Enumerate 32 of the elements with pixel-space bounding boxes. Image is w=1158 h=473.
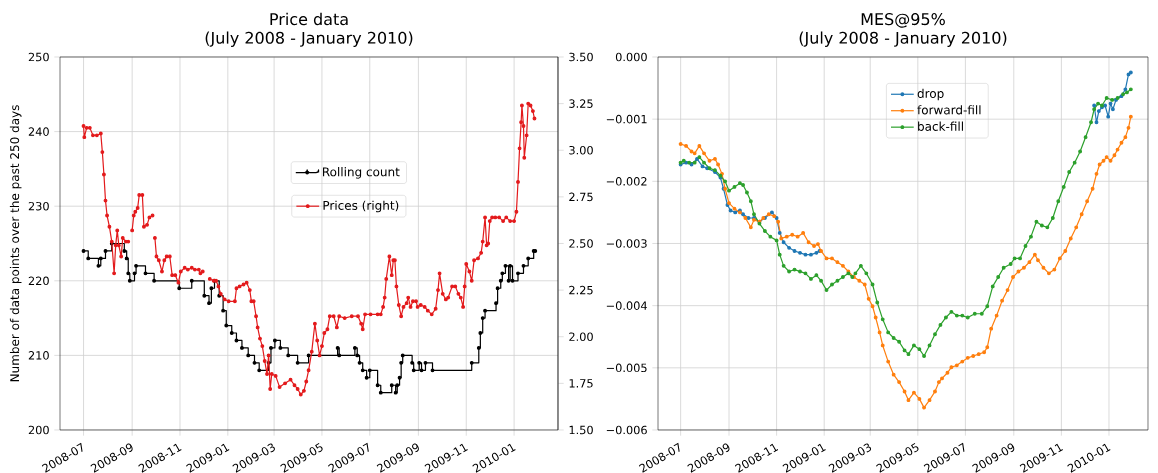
y2-tick-label: 2.25 bbox=[569, 285, 593, 295]
y2-tick-label: 2.50 bbox=[569, 239, 593, 248]
y-tick-label: 210 bbox=[28, 351, 49, 360]
legend-label: drop bbox=[917, 88, 944, 101]
legend-label: forward-fill bbox=[917, 105, 981, 115]
y-tick-label: 250 bbox=[28, 52, 49, 62]
y-tick-label: −0.005 bbox=[606, 363, 647, 373]
y-tick-label: −0.004 bbox=[606, 301, 647, 310]
y-tick-label: 230 bbox=[28, 201, 49, 211]
y-tick-label: 220 bbox=[28, 276, 49, 286]
chart-title: MES@95% bbox=[861, 13, 945, 28]
y-tick-label: 240 bbox=[28, 127, 49, 136]
y-tick-label: 0.000 bbox=[615, 52, 647, 62]
chart-subtitle: (July 2008 - January 2010) bbox=[799, 31, 1007, 47]
legend-label: Rolling count bbox=[322, 167, 400, 179]
y2-tick-label: 1.50 bbox=[569, 425, 593, 435]
chart-subtitle: (July 2008 - January 2010) bbox=[205, 31, 413, 47]
y-tick-label: −0.001 bbox=[606, 114, 647, 124]
y2-tick-label: 3.25 bbox=[569, 99, 593, 108]
y2-tick-label: 3.50 bbox=[569, 52, 593, 62]
y-tick-label: −0.002 bbox=[606, 177, 647, 186]
chart-title: Price data bbox=[270, 12, 348, 26]
y-tick-label: −0.006 bbox=[606, 425, 647, 435]
y-axis-title: Number of data points over the past 250 days bbox=[9, 105, 22, 382]
legend-label: Prices (right) bbox=[323, 200, 399, 213]
y2-tick-label: 1.75 bbox=[569, 379, 593, 388]
legend-label: back-fill bbox=[918, 121, 963, 131]
y2-tick-label: 2.00 bbox=[569, 332, 593, 342]
y2-tick-label: 3.00 bbox=[569, 145, 593, 155]
y-tick-label: 200 bbox=[28, 425, 49, 435]
y2-tick-label: 2.75 bbox=[569, 192, 593, 202]
y-tick-label: −0.003 bbox=[606, 239, 647, 248]
